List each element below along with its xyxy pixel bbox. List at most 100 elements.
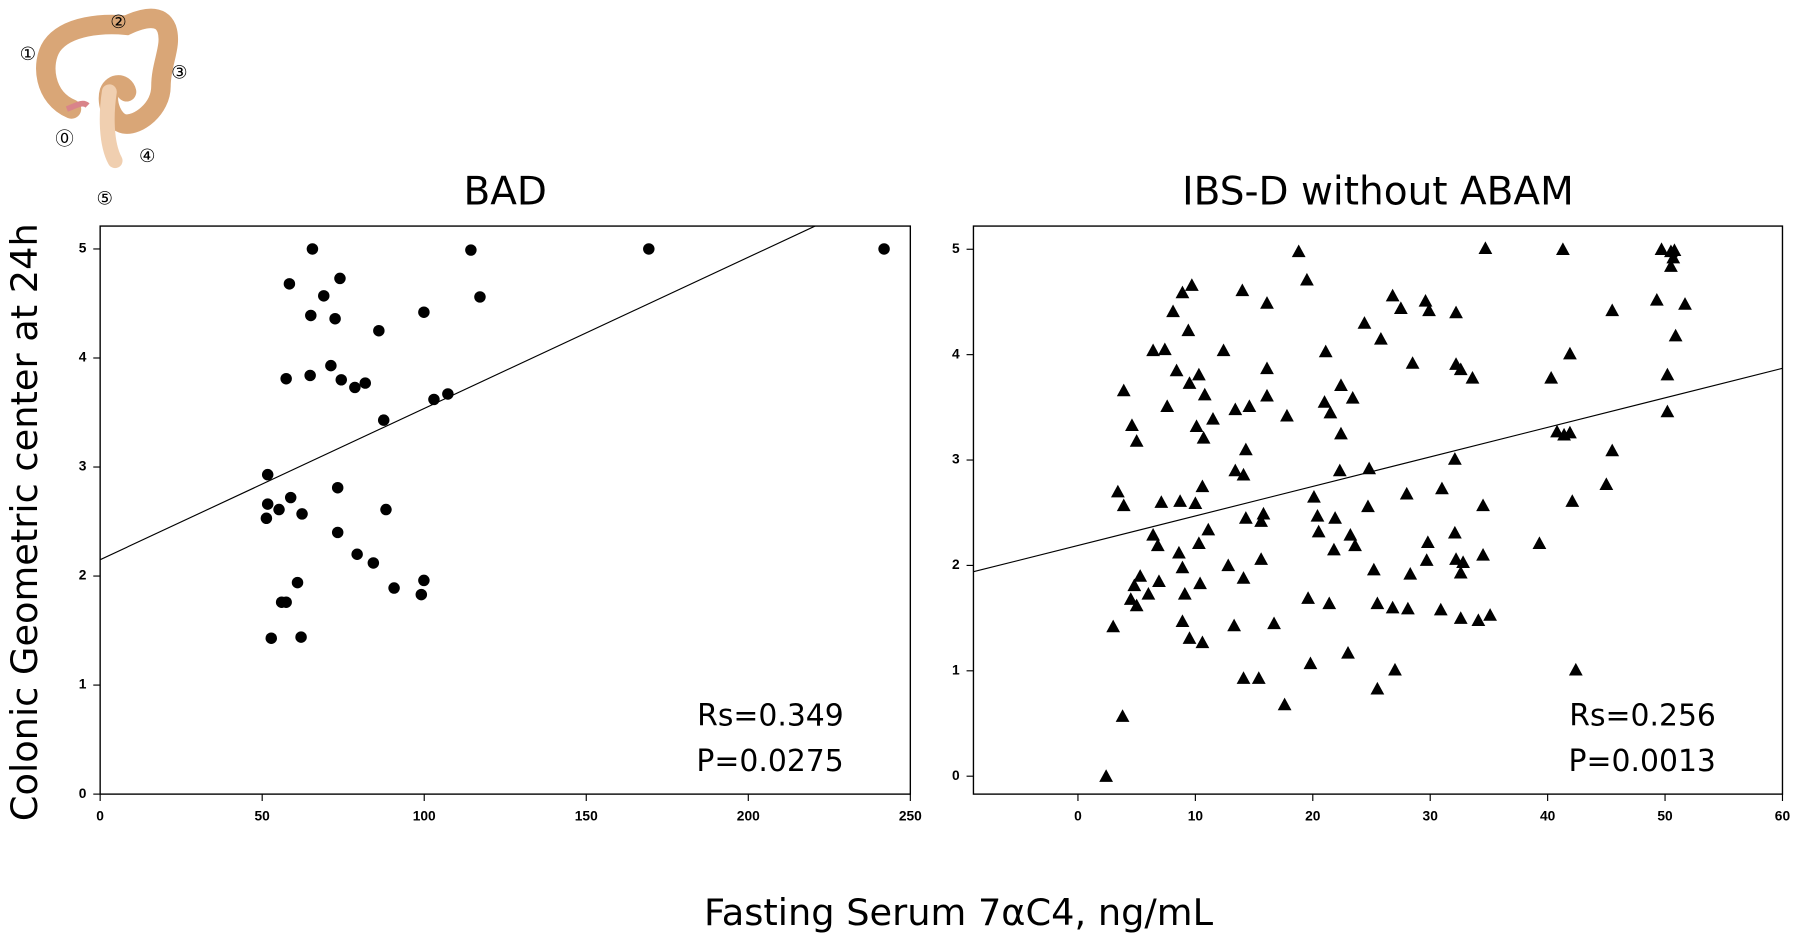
data-point (1550, 424, 1564, 438)
y-tick-label: 4 (79, 350, 87, 365)
data-point (1465, 370, 1480, 384)
data-point (1476, 498, 1490, 512)
data-point (1343, 527, 1358, 541)
data-point (1399, 486, 1414, 500)
data-point (1476, 547, 1490, 561)
data-point (1181, 323, 1196, 337)
data-point (1327, 542, 1341, 556)
data-point (1256, 506, 1271, 520)
y-tick-label: 0 (79, 786, 87, 801)
segment-label: ④ (139, 146, 155, 167)
x-tick-label: 0 (96, 809, 104, 824)
annotation: P=0.0013 (1569, 744, 1716, 779)
data-point (1401, 601, 1415, 615)
data-point (318, 290, 330, 302)
data-point (1366, 562, 1381, 576)
chart-title: IBS-D without ABAM (1182, 169, 1574, 214)
data-point (351, 548, 363, 560)
data-point (373, 324, 385, 337)
data-point (1260, 361, 1274, 375)
data-point (1307, 490, 1321, 503)
data-point (261, 468, 274, 481)
data-point (367, 557, 380, 569)
data-point (1254, 514, 1269, 527)
colon-illustration: ⓪ ① ② ③ ④ ⑤ (20, 8, 188, 210)
y-tick-label: 5 (79, 241, 87, 256)
data-point (1227, 618, 1242, 632)
data-point (1420, 535, 1435, 548)
data-point (878, 243, 890, 255)
data-point (1317, 395, 1332, 408)
data-point (1565, 494, 1580, 507)
data-point (1447, 452, 1462, 465)
data-point (1154, 495, 1169, 508)
y-axis-label: Colonic Geometric center at 24h (3, 223, 46, 821)
x-tick-label: 250 (899, 809, 922, 824)
data-point (1568, 662, 1583, 676)
data-point (1345, 390, 1360, 404)
data-point (1193, 576, 1207, 590)
data-point (1666, 250, 1681, 264)
data-point (1260, 296, 1274, 309)
data-point (1277, 697, 1292, 711)
data-point (1106, 619, 1121, 633)
ileum-shape (65, 100, 90, 112)
data-point (1453, 611, 1468, 624)
y-tick-label: 1 (952, 662, 960, 677)
data-point (291, 576, 304, 589)
data-point (1310, 509, 1325, 522)
data-point (1175, 614, 1190, 628)
data-point (415, 588, 428, 601)
data-point (1160, 399, 1175, 413)
x-tick-label: 50 (255, 809, 271, 824)
data-point (335, 374, 347, 386)
y-tick-label: 1 (79, 677, 87, 692)
data-point (1236, 571, 1251, 584)
data-point (1150, 538, 1165, 552)
data-point (1201, 522, 1216, 536)
data-point (349, 381, 361, 394)
data-point (1173, 494, 1187, 507)
data-point (1393, 301, 1408, 315)
rectum-shape (99, 84, 123, 169)
data-point (643, 243, 655, 255)
data-point (1301, 591, 1315, 604)
data-point (1483, 608, 1497, 621)
data-point (1318, 344, 1333, 358)
data-point (1385, 288, 1400, 302)
data-point (1175, 285, 1190, 299)
data-point (1563, 425, 1577, 439)
data-point (1238, 442, 1253, 456)
data-point (284, 491, 297, 504)
data-point (1447, 525, 1462, 539)
x-tick-label: 20 (1305, 809, 1321, 824)
data-point (1449, 305, 1463, 319)
plot-area (973, 367, 1783, 573)
data-point (1405, 356, 1420, 369)
data-point (1419, 553, 1434, 566)
data-point (1370, 596, 1385, 610)
chart-title: BAD (464, 169, 547, 214)
data-point (1280, 408, 1294, 422)
data-point (1166, 304, 1180, 318)
data-point (1221, 558, 1236, 572)
segment-label: ⑤ (97, 189, 113, 210)
data-point (1660, 367, 1675, 381)
data-point (1182, 631, 1197, 644)
data-point (331, 482, 344, 494)
data-point (1141, 586, 1156, 600)
x-axis-label: Fasting Serum 7αC4, ng/mL (704, 891, 1214, 934)
data-point (1332, 463, 1347, 477)
data-point (1116, 498, 1131, 512)
data-point (1188, 496, 1203, 509)
data-point (1361, 499, 1375, 513)
data-point (1206, 412, 1220, 425)
data-point (1341, 646, 1355, 659)
data-point (1605, 443, 1620, 457)
data-point (1116, 383, 1131, 397)
data-point (1563, 346, 1577, 360)
data-point (305, 309, 317, 322)
data-point (1478, 241, 1493, 254)
data-point (1668, 328, 1683, 342)
data-point (1242, 399, 1257, 413)
